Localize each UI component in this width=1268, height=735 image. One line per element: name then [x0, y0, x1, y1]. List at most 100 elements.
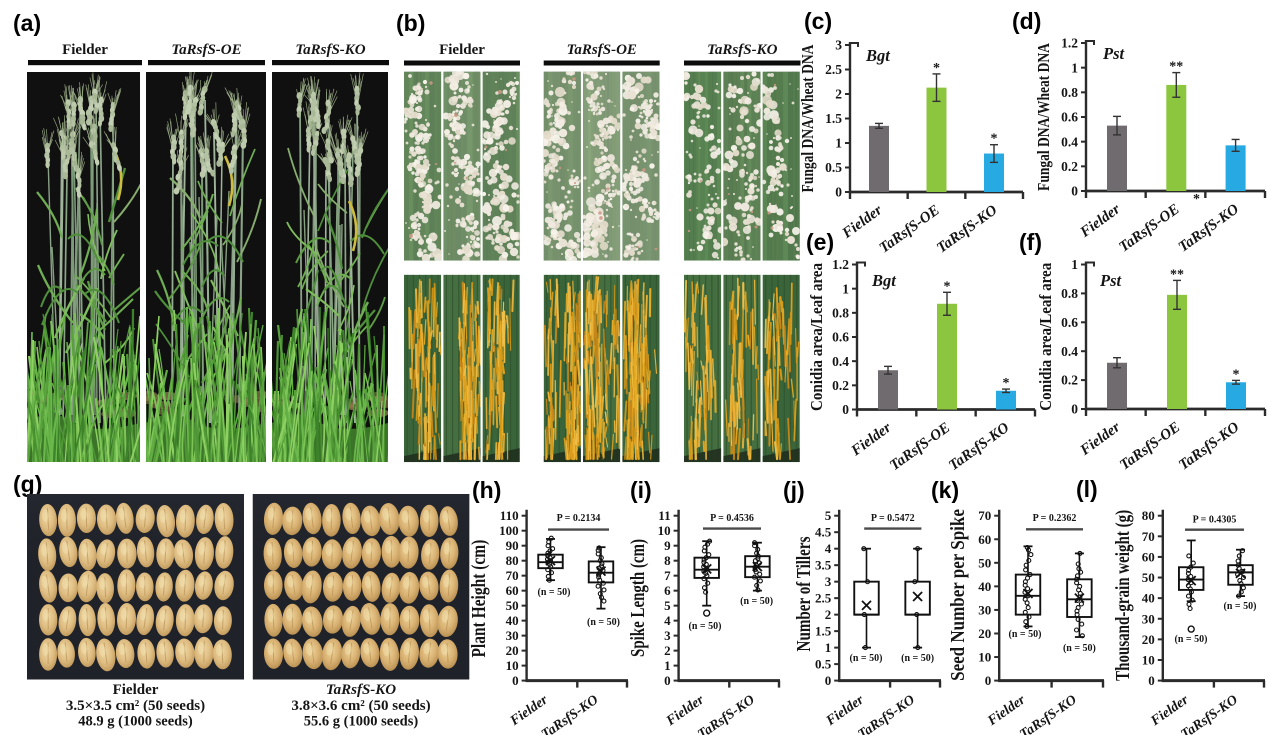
- svg-text:TaRsfS-KO: TaRsfS-KO: [695, 693, 757, 735]
- svg-text:Bgt: Bgt: [871, 271, 896, 290]
- svg-text:(n = 50): (n = 50): [1009, 629, 1042, 640]
- svg-text:Pst: Pst: [1102, 44, 1125, 63]
- svg-text:6: 6: [664, 583, 671, 598]
- svg-text:Fielder: Fielder: [823, 692, 867, 729]
- svg-text:Fungal DNA/Wheat DNA: Fungal DNA/Wheat DNA: [1036, 43, 1054, 191]
- svg-text:0.6: 0.6: [832, 330, 849, 345]
- svg-text:48.9 g (1000 seeds): 48.9 g (1000 seeds): [78, 714, 193, 730]
- svg-text:(n = 50): (n = 50): [1063, 643, 1096, 654]
- svg-text:4: 4: [825, 541, 832, 556]
- svg-text:5: 5: [664, 598, 671, 613]
- svg-text:3.8×3.6 cm² (50 seeds): 3.8×3.6 cm² (50 seeds): [291, 698, 430, 714]
- svg-text:(n = 50): (n = 50): [1175, 634, 1208, 645]
- svg-text:TaRsfS-OE: TaRsfS-OE: [877, 202, 943, 256]
- svg-text:(d): (d): [1012, 8, 1041, 34]
- svg-text:(i): (i): [630, 477, 652, 503]
- svg-text:Fielder: Fielder: [1148, 692, 1192, 729]
- svg-text:(g): (g): [13, 471, 42, 497]
- svg-text:11: 11: [658, 508, 670, 523]
- svg-text:TaRsfS-KO: TaRsfS-KO: [707, 42, 777, 58]
- svg-text:1.5: 1.5: [825, 111, 842, 126]
- svg-text:3.5×3.5 cm² (50 seeds): 3.5×3.5 cm² (50 seeds): [66, 698, 205, 714]
- svg-text:0: 0: [835, 185, 842, 200]
- svg-text:4: 4: [664, 613, 671, 628]
- svg-text:20: 20: [1142, 632, 1155, 647]
- svg-text:2.5: 2.5: [815, 591, 832, 606]
- svg-text:*: *: [991, 132, 998, 147]
- svg-text:Bgt: Bgt: [865, 46, 890, 65]
- svg-text:TaRsfS-OE: TaRsfS-OE: [887, 420, 953, 474]
- svg-text:P = 0.4305: P = 0.4305: [1193, 515, 1237, 526]
- svg-text:1: 1: [835, 136, 842, 151]
- svg-text:40: 40: [1142, 591, 1155, 606]
- svg-text:Fielder: Fielder: [984, 692, 1028, 729]
- svg-text:(b): (b): [396, 10, 425, 36]
- svg-text:Fielder: Fielder: [848, 420, 895, 460]
- svg-text:10: 10: [978, 650, 991, 665]
- svg-text:(n = 50): (n = 50): [740, 596, 773, 607]
- svg-text:2: 2: [664, 643, 671, 658]
- svg-text:30: 30: [506, 628, 519, 643]
- svg-text:1.2: 1.2: [1061, 36, 1078, 51]
- svg-text:TaRsfS-OE: TaRsfS-OE: [1117, 419, 1183, 473]
- svg-text:80: 80: [506, 553, 519, 568]
- svg-text:0.5: 0.5: [815, 657, 832, 672]
- svg-text:0.2: 0.2: [1061, 159, 1078, 174]
- svg-text:TaRsfS-KO: TaRsfS-KO: [934, 202, 1000, 256]
- svg-text:TaRsfS-KO: TaRsfS-KO: [1017, 693, 1079, 735]
- svg-text:110: 110: [500, 508, 519, 523]
- svg-text:0: 0: [1071, 184, 1078, 199]
- svg-text:Fielder: Fielder: [839, 202, 886, 242]
- svg-text:(l): (l): [1076, 476, 1098, 502]
- svg-text:70: 70: [506, 568, 519, 583]
- svg-text:(j): (j): [783, 477, 805, 503]
- svg-text:3.5: 3.5: [815, 558, 832, 573]
- svg-text:1: 1: [1071, 257, 1078, 272]
- svg-text:0.4: 0.4: [1061, 344, 1078, 359]
- svg-text:Fielder: Fielder: [1077, 419, 1124, 459]
- svg-text:70: 70: [1142, 529, 1155, 544]
- svg-text:(f): (f): [1019, 229, 1042, 255]
- svg-text:*: *: [1233, 367, 1240, 382]
- svg-text:(n = 50): (n = 50): [1224, 601, 1257, 612]
- svg-text:Plant Height (cm): Plant Height (cm): [467, 540, 490, 658]
- svg-text:P = 0.2134: P = 0.2134: [557, 513, 601, 524]
- svg-text:3: 3: [664, 628, 671, 643]
- svg-text:4.5: 4.5: [815, 525, 832, 540]
- svg-text:2.5: 2.5: [825, 62, 842, 77]
- svg-text:Number of Tillers: Number of Tillers: [792, 536, 815, 651]
- svg-text:TaRsfS-OE: TaRsfS-OE: [1116, 201, 1182, 255]
- svg-text:Spike Length (cm): Spike Length (cm): [626, 539, 649, 657]
- svg-text:*: *: [944, 279, 951, 294]
- svg-text:*: *: [1193, 192, 1200, 207]
- svg-text:(n = 50): (n = 50): [850, 653, 883, 664]
- svg-text:(n = 50): (n = 50): [689, 621, 722, 632]
- svg-text:TaRsfS-OE: TaRsfS-OE: [171, 42, 241, 58]
- svg-text:Fungal DNA/Wheat DNA: Fungal DNA/Wheat DNA: [800, 44, 818, 192]
- svg-text:10: 10: [658, 523, 671, 538]
- svg-text:(n = 50): (n = 50): [538, 587, 571, 598]
- svg-text:0.2: 0.2: [1061, 373, 1078, 388]
- svg-text:30: 30: [1142, 611, 1155, 626]
- svg-text:Fielder: Fielder: [439, 42, 485, 58]
- svg-text:Fielder: Fielder: [113, 682, 159, 698]
- svg-text:0: 0: [512, 673, 519, 688]
- svg-text:10: 10: [1142, 652, 1155, 667]
- svg-text:0: 0: [985, 673, 992, 688]
- svg-text:TaRsfS-KO: TaRsfS-KO: [539, 693, 601, 735]
- svg-text:0: 0: [842, 402, 849, 417]
- svg-text:20: 20: [506, 643, 519, 658]
- svg-text:*: *: [1003, 376, 1010, 391]
- svg-text:0.6: 0.6: [1061, 315, 1078, 330]
- svg-text:0.4: 0.4: [1061, 134, 1078, 149]
- svg-text:3: 3: [835, 38, 842, 53]
- svg-text:7: 7: [664, 568, 671, 583]
- svg-text:55.6 g (1000 seeds): 55.6 g (1000 seeds): [304, 714, 419, 730]
- svg-text:0.8: 0.8: [832, 305, 849, 320]
- svg-text:80: 80: [1142, 508, 1155, 523]
- svg-text:**: **: [1169, 60, 1183, 75]
- svg-text:TaRsfS-KO: TaRsfS-KO: [946, 420, 1012, 474]
- svg-text:TaRsfS-KO: TaRsfS-KO: [856, 693, 918, 735]
- svg-text:Pst: Pst: [1099, 271, 1122, 290]
- svg-text:0.6: 0.6: [1061, 110, 1078, 125]
